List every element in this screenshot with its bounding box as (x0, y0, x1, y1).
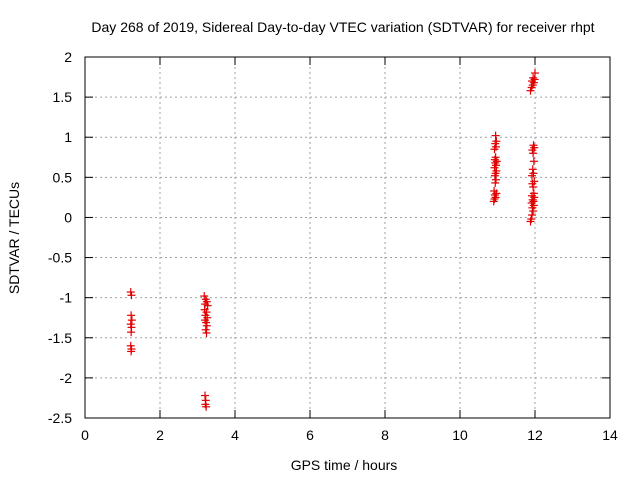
data-point (127, 311, 136, 320)
data-point (528, 211, 536, 220)
data-point (127, 347, 136, 356)
data-point (492, 137, 501, 146)
data-point (490, 186, 499, 195)
data-point (529, 157, 538, 166)
data-point (530, 177, 539, 186)
x-tick-label: 0 (81, 427, 89, 443)
data-point (529, 197, 538, 206)
data-point (491, 131, 500, 140)
data-point (529, 73, 538, 82)
x-axis-label: GPS time / hours (291, 457, 398, 473)
data-point (127, 316, 136, 325)
y-tick-label: -2 (60, 370, 73, 386)
data-point (492, 157, 501, 166)
y-tick-label: -1 (60, 290, 73, 306)
data-point (528, 165, 537, 174)
data-point (202, 321, 211, 330)
x-tick-label: 12 (527, 427, 543, 443)
plot-frame (84, 56, 611, 419)
data-point (490, 190, 499, 199)
x-tick-label: 10 (452, 427, 468, 443)
y-tick-label: -2.5 (48, 410, 72, 426)
grid-lines (85, 57, 610, 418)
data-point (491, 153, 500, 162)
axis-ticks (84, 56, 611, 419)
data-points (126, 69, 539, 411)
data-point (203, 301, 212, 310)
y-tick-label: 1.5 (53, 89, 73, 105)
data-point (529, 189, 538, 198)
x-tick-label: 6 (306, 427, 314, 443)
data-point (529, 169, 538, 178)
data-point (201, 391, 209, 400)
y-tick-label: 0.5 (53, 169, 73, 185)
data-point (127, 291, 136, 300)
data-point (202, 328, 211, 337)
y-tick-label: -1.5 (48, 330, 72, 346)
data-point (529, 141, 538, 150)
data-point (202, 402, 211, 411)
data-point (527, 215, 536, 224)
y-tick-label: 0 (64, 209, 72, 225)
x-tick-label: 14 (602, 427, 618, 443)
data-point (531, 69, 539, 78)
y-tick-label: 1 (64, 129, 72, 145)
x-tick-label: 4 (231, 427, 239, 443)
y-axis-label: SDTVAR / TECUs (6, 182, 22, 294)
data-point (127, 328, 136, 337)
x-tick-label: 2 (156, 427, 164, 443)
x-tick-label: 8 (381, 427, 389, 443)
tick-labels: 0 2 4 6 8 10 12 14 -2.5 -2 -1.5 -1 -0.5 0 0.5 1 1.5 2 (48, 49, 618, 443)
chart-title: Day 268 of 2019, Sidereal Day-to-day VTE… (91, 19, 594, 35)
y-tick-label: -0.5 (48, 250, 72, 266)
y-tick-label: 2 (64, 49, 72, 65)
